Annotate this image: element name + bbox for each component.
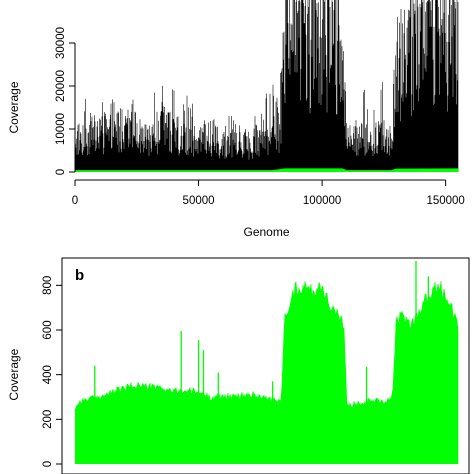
series-2-band [75,168,459,172]
y-axis-title: Coverage [7,81,21,133]
panel-label: b [75,267,84,284]
x-tick-label-2: 50000 [183,195,215,207]
panel-a: 0 10000 20000 30000 0 50000 100000 150000 Covera… [7,0,465,239]
y-tick-label-2: 10000 [55,113,67,145]
x-tick-label-4: 150000 [426,195,464,207]
y-tick-label-1: 0 [55,169,67,175]
y-tick-label-5: 800 [42,276,54,295]
x-tick-label-1: 0 [72,195,78,207]
plot-area [75,0,459,172]
y-tick-label-1: 0 [42,461,54,467]
y-tick-label-2: 200 [42,410,54,429]
series-1-area [75,280,459,464]
plot-area [75,261,459,464]
y-tick-label-4: 30000 [55,27,67,59]
x-axis-title: Genome [243,225,289,239]
series-1-area [75,0,459,172]
y-tick-label-4: 600 [42,320,54,339]
x-tick-label-3: 100000 [303,195,341,207]
y-axis-title: Coverage [7,348,21,400]
panel-b: 0 200 400 600 800 Coverage b [7,257,470,474]
y-tick-label-3: 400 [42,365,54,384]
y-tick-label-3: 20000 [55,70,67,102]
